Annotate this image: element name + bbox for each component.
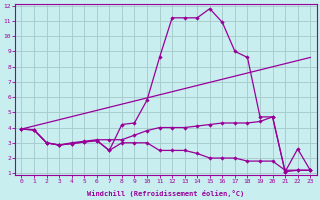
X-axis label: Windchill (Refroidissement éolien,°C): Windchill (Refroidissement éolien,°C) [87,190,244,197]
